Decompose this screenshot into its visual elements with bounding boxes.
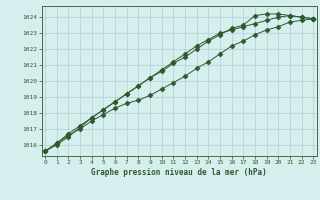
X-axis label: Graphe pression niveau de la mer (hPa): Graphe pression niveau de la mer (hPa) <box>91 168 267 177</box>
